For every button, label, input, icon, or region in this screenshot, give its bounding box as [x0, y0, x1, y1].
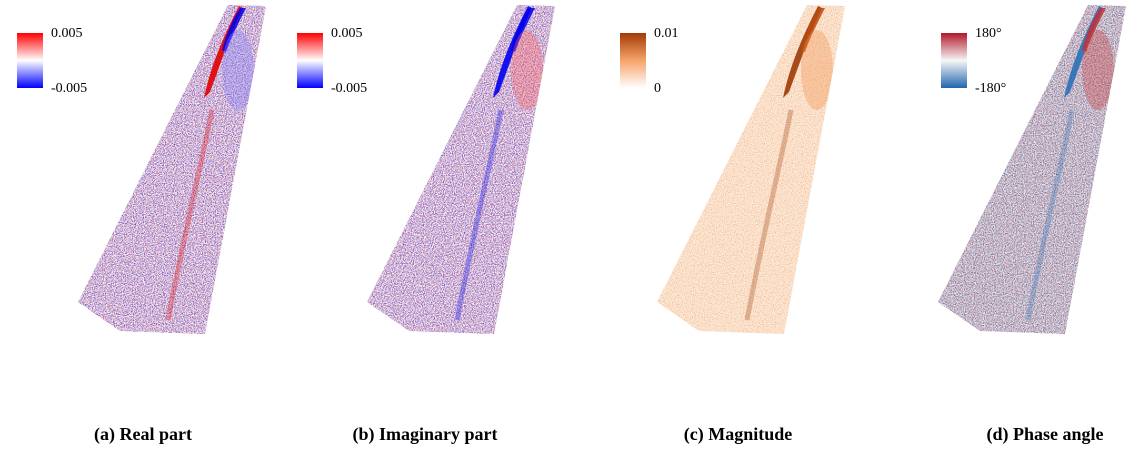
colorbar-max-label: 0.01	[654, 26, 679, 41]
colorbar	[941, 33, 967, 88]
colorbar	[297, 33, 323, 88]
colorbar-max-label: 0.005	[51, 26, 83, 41]
caption: (c) Magnitude	[684, 424, 792, 445]
region	[222, 30, 254, 110]
panel: 0.005 -0.005 (a) Real part	[17, 0, 270, 445]
colorbar-min-label: -180°	[975, 81, 1006, 96]
region	[1082, 30, 1114, 110]
region	[801, 30, 833, 110]
wing-map	[70, 0, 270, 340]
figure: 0.005 -0.005 (a) Real part 0.005 -0.005 (b) I…	[0, 0, 1146, 454]
wing-map	[649, 0, 849, 340]
panel: 180° -180° (d) Phase angle	[930, 0, 1130, 445]
caption: (b) Imaginary part	[353, 424, 498, 445]
colorbar-min-label: -0.005	[331, 81, 367, 96]
colorbar-max-label: 0.005	[331, 26, 363, 41]
panel: 0.01 0 (c) Magnitude	[620, 0, 849, 445]
colorbar-min-label: 0	[654, 81, 661, 96]
caption: (a) Real part	[94, 424, 192, 445]
colorbar	[620, 33, 646, 88]
wing-map	[359, 0, 559, 340]
colorbar-min-label: -0.005	[51, 81, 87, 96]
colorbar-max-label: 180°	[975, 26, 1002, 41]
colorbar	[17, 33, 43, 88]
caption: (d) Phase angle	[987, 424, 1104, 445]
region	[511, 30, 543, 110]
panel: 0.005 -0.005 (b) Imaginary part	[297, 0, 559, 445]
